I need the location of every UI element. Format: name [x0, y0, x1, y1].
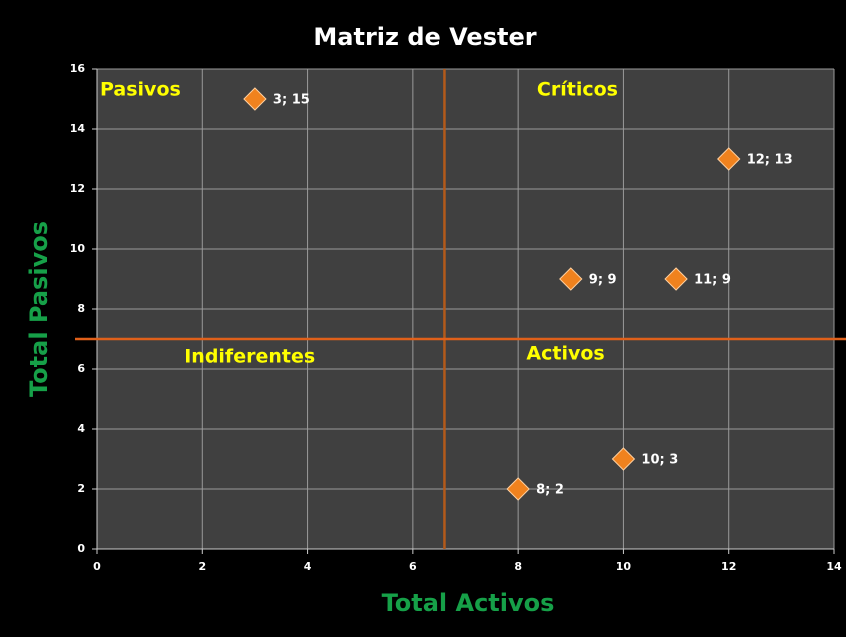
- y-tick-label: 8: [77, 302, 85, 315]
- quadrant-label: Activos: [526, 343, 604, 365]
- point: [243, 87, 267, 111]
- x-tick-label: 6: [409, 560, 417, 573]
- y-tick-label: 6: [77, 362, 85, 375]
- data-label: 12; 13: [747, 153, 793, 168]
- quadrant-label: Críticos: [537, 79, 618, 101]
- point: [559, 267, 583, 291]
- x-tick-label: 2: [198, 560, 206, 573]
- chart-title: Matriz de Vester: [313, 23, 536, 51]
- point: [717, 147, 741, 171]
- y-tick-label: 0: [77, 542, 85, 555]
- y-tick-label: 16: [70, 62, 86, 75]
- quadrant-label: Pasivos: [100, 79, 181, 101]
- x-tick-label: 12: [721, 560, 736, 573]
- data-label: 9; 9: [589, 273, 617, 288]
- x-axis-label: Total Activos: [382, 589, 555, 617]
- data-label: 8; 2: [536, 483, 564, 498]
- data-label: 3; 15: [273, 93, 310, 108]
- point: [664, 267, 688, 291]
- data-label: 10; 3: [641, 453, 678, 468]
- y-tick-label: 2: [77, 482, 85, 495]
- y-tick-label: 4: [77, 422, 85, 435]
- point: [611, 447, 636, 471]
- quadrant-label: Indiferentes: [184, 346, 315, 368]
- y-tick-label: 10: [70, 242, 86, 255]
- x-tick-label: 14: [826, 560, 842, 573]
- x-tick-label: 0: [93, 560, 101, 573]
- x-tick-label: 10: [616, 560, 632, 573]
- point: [506, 477, 530, 501]
- x-tick-label: 4: [304, 560, 312, 573]
- y-tick-label: 14: [70, 122, 86, 135]
- y-tick-label: 12: [70, 182, 85, 195]
- x-tick-label: 8: [514, 560, 522, 573]
- y-axis-label: Total Pasivos: [25, 221, 53, 397]
- data-label: 11; 9: [694, 273, 731, 288]
